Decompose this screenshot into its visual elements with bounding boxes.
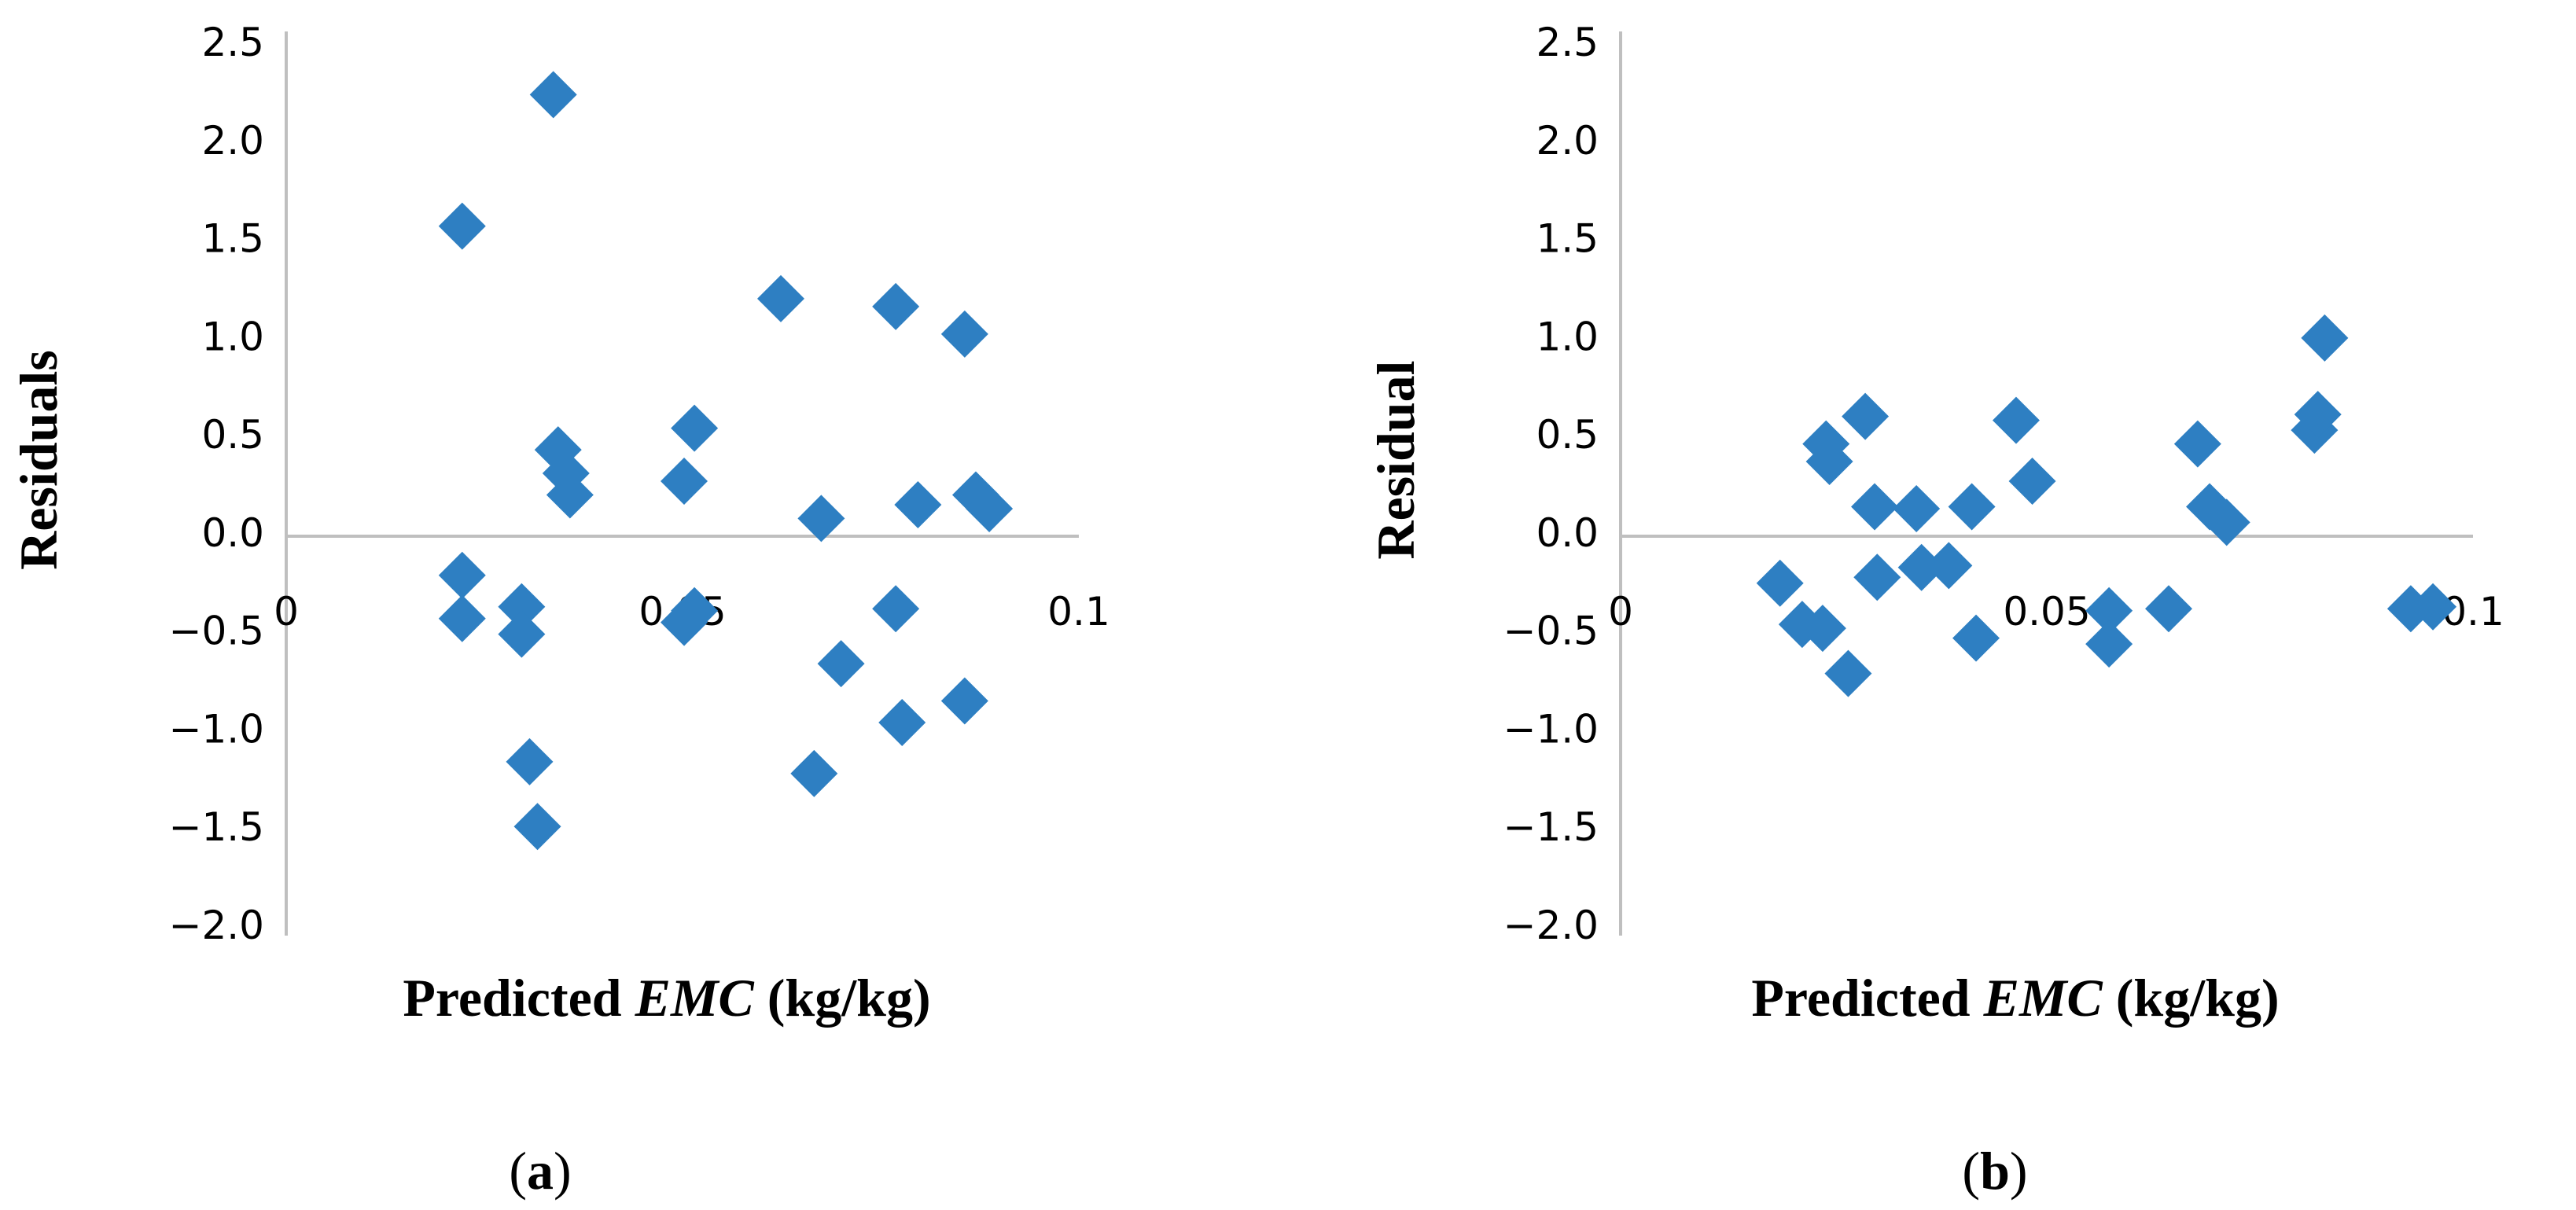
panel-b-x-tick-label: 0.05 [2003,589,2090,634]
panel-b-x-axis-title: Predicted EMC (kg/kg) [1751,968,2279,1028]
panel-a-y-tick-label: −1.0 [169,706,264,752]
panel-a-data-point [661,458,708,506]
panel-b-x-title-prefix: Predicted [1751,968,1983,1028]
panel-a-y-tick-label: 0.5 [201,412,264,458]
panel-a-data-point [894,480,942,528]
panel-b-data-point [1798,605,1846,653]
panel-a-y-tick-label: 2.5 [201,20,264,65]
panel-b-data-point [2173,420,2221,468]
panel-b-data-point [2085,620,2133,668]
panel-a-data-point [817,640,865,688]
panel-a-y-tick-label: −1.5 [169,804,264,850]
panel-b-data-point [1756,559,1804,607]
panel-a-y-tick-label: 2.0 [201,118,264,164]
panel-b-y-tick-label: −1.5 [1503,804,1599,850]
panel-b-chart: −2.0 −1.5 −1.0 −0.5 0.0 0.5 1.0 1.5 2.0 2.5 0 0.05… [1366,20,2504,1201]
panel-a-data-point [878,698,926,746]
panel-b-label: (b) [1962,1141,2027,1201]
panel-b-data-point [1925,542,1973,590]
panel-b-data-point [1805,438,1853,486]
panel-b-y-ticks: −2.0 −1.5 −1.0 −0.5 0.0 0.5 1.0 1.5 2.0 2.5 [1503,20,1599,948]
panel-a-data-point [940,677,988,725]
panel-b-y-tick-label: 2.0 [1536,118,1599,164]
panel-b-y-tick-label: 0.5 [1536,412,1599,458]
panel-b-y-tick-label: 0.0 [1536,510,1599,556]
panel-a-x-tick-label: 0 [274,589,299,634]
panel-a-data-point [671,587,719,634]
panel-a-label: (a) [509,1141,571,1201]
panel-b-y-tick-label: −2.0 [1503,903,1599,948]
panel-a-data-point [872,282,920,330]
panel-b-x-title-suffix: (kg/kg) [2103,968,2280,1028]
panel-a-data-point [546,471,594,519]
panel-b-x-title-italic: EMC [1983,968,2103,1028]
panel-b-data-point [1948,483,1996,531]
panel-a-data-point [513,803,561,851]
panel-a-y-tick-label: 1.0 [201,314,264,359]
panel-b-x-tick-label: 0.1 [2442,589,2504,634]
panel-b-y-tick-label: 2.5 [1536,20,1599,65]
panel-a-data-point [671,404,719,452]
panel-a-markers [438,71,1014,851]
panel-b-data-point [1897,543,1945,591]
panel-b-data-point [2294,391,2342,439]
panel-a-y-tick-label: 1.5 [201,216,264,262]
panel-a-label-open: ( [509,1141,527,1201]
panel-a-y-axis-title: Residuals [9,350,68,570]
panel-a-data-point [529,71,577,119]
panel-a-data-point [438,551,486,599]
panel-a-data-point [498,583,546,631]
panel-a-data-point [797,495,845,542]
panel-a-data-point [940,310,988,358]
panel-b-y-tick-label: 1.0 [1536,314,1599,359]
panel-b-data-point [2008,458,2056,506]
panel-a-y-ticks: −2.0 −1.5 −1.0 −0.5 0.0 0.5 1.0 1.5 2.0 2.5 [169,20,264,948]
panel-b-markers [1756,314,2457,697]
panel-b-data-point [2301,314,2349,362]
panel-b-data-point [1992,396,2040,444]
panel-b-data-point [2085,587,2133,634]
panel-a-label-close: ) [554,1141,572,1201]
panel-a-x-axis-title: Predicted EMC (kg/kg) [403,968,930,1028]
panel-a-x-title-prefix: Predicted [403,968,635,1028]
panel-b-label-close: ) [2010,1141,2028,1201]
panel-b-data-point [1952,614,2000,662]
panel-b-label-letter: b [1980,1141,2010,1201]
panel-b-label-open: ( [1962,1141,1980,1201]
panel-b-data-point [1853,554,1901,601]
panel-a-chart: −2.0−1.5−1.0−0.50.00.51.01.52.02.5 00.05… [9,20,1110,1201]
panel-b-data-point [1851,483,1899,531]
panel-a-data-point [966,484,1014,532]
panel-a-x-title-suffix: (kg/kg) [754,968,931,1028]
panel-b-data-point [1842,392,1890,440]
panel-a-y-tick-label: 0.0 [201,510,264,556]
panel-b-data-point [2409,583,2457,631]
panel-b-y-tick-label: 1.5 [1536,216,1599,262]
panel-a-data-point [790,749,838,797]
panel-b-x-tick-label: 0 [1608,589,1633,634]
panel-a-x-tick-label: 0.1 [1047,589,1110,634]
panel-b-data-point [2202,498,2250,546]
panel-a-data-point [872,585,920,633]
panel-b-data-point [1893,484,1941,532]
panel-a-y-tick-label: −0.5 [169,609,264,654]
panel-a-data-point [438,594,486,642]
panel-a-data-point [438,202,486,250]
panel-b-data-point [1824,649,1872,697]
panel-a-x-title-italic: EMC [635,968,755,1028]
panel-a-label-letter: a [527,1141,554,1201]
panel-b-data-point [2145,585,2193,633]
panel-b-y-axis-title: Residual [1366,360,1426,559]
panel-a-y-tick-label: −2.0 [169,903,264,948]
panel-b-x-ticks: 0 0.05 0.1 [1608,589,2504,634]
panel-b-y-tick-label: −0.5 [1503,609,1599,654]
panel-a-data-point [756,274,804,322]
panel-b-y-tick-label: −1.0 [1503,706,1599,752]
panel-a-data-point [506,737,554,785]
panel-a-data-point [498,610,546,658]
